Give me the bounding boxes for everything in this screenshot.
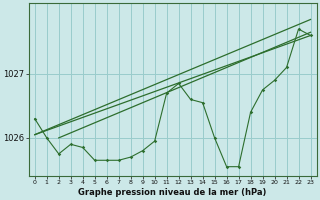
X-axis label: Graphe pression niveau de la mer (hPa): Graphe pression niveau de la mer (hPa)	[78, 188, 267, 197]
